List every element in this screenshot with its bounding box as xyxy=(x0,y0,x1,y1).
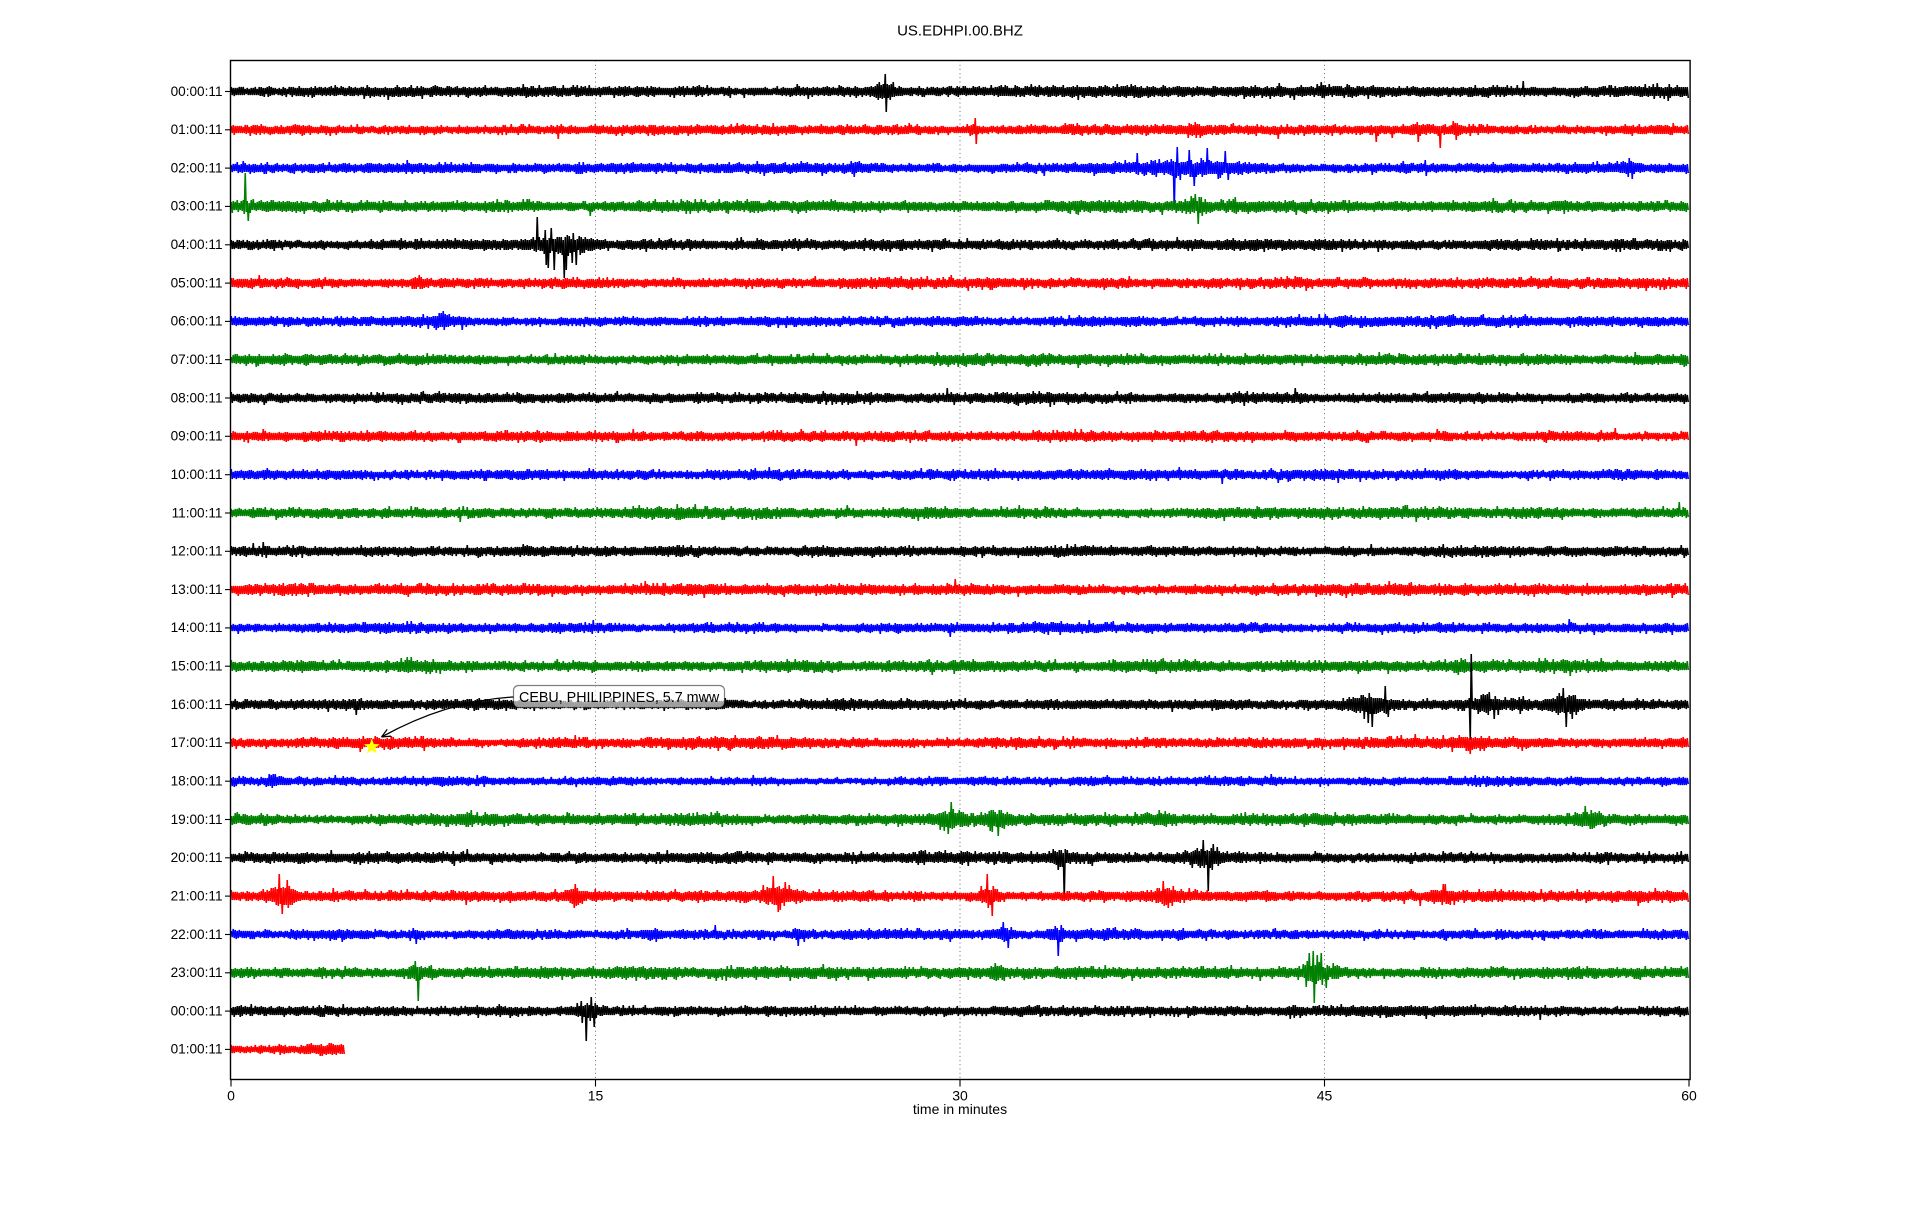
svg-text:14:00:11: 14:00:11 xyxy=(171,620,223,635)
svg-text:10:00:11: 10:00:11 xyxy=(171,467,223,482)
svg-text:13:00:11: 13:00:11 xyxy=(171,582,223,597)
svg-text:16:00:11: 16:00:11 xyxy=(171,697,223,712)
svg-text:20:00:11: 20:00:11 xyxy=(171,850,223,865)
svg-text:0: 0 xyxy=(227,1088,235,1104)
svg-text:45: 45 xyxy=(1317,1088,1333,1104)
svg-text:18:00:11: 18:00:11 xyxy=(171,774,223,789)
svg-text:01:00:11: 01:00:11 xyxy=(171,1042,223,1057)
svg-text:04:00:11: 04:00:11 xyxy=(171,237,223,252)
svg-text:01:00:11: 01:00:11 xyxy=(171,122,223,137)
svg-text:05:00:11: 05:00:11 xyxy=(171,275,223,290)
svg-text:08:00:11: 08:00:11 xyxy=(171,390,223,405)
svg-text:US.EDHPI.00.BHZ: US.EDHPI.00.BHZ xyxy=(897,23,1023,40)
svg-text:22:00:11: 22:00:11 xyxy=(171,927,223,942)
svg-text:time in minutes: time in minutes xyxy=(913,1101,1007,1117)
svg-text:09:00:11: 09:00:11 xyxy=(171,429,223,444)
svg-text:23:00:11: 23:00:11 xyxy=(171,965,223,980)
svg-text:15:00:11: 15:00:11 xyxy=(171,659,223,674)
svg-text:15: 15 xyxy=(588,1088,604,1104)
svg-text:19:00:11: 19:00:11 xyxy=(171,812,223,827)
svg-text:CEBU, PHILIPPINES, 5.7 mww: CEBU, PHILIPPINES, 5.7 mww xyxy=(519,690,720,706)
svg-text:00:00:11: 00:00:11 xyxy=(171,1003,223,1018)
svg-text:00:00:11: 00:00:11 xyxy=(171,84,223,99)
svg-text:07:00:11: 07:00:11 xyxy=(171,352,223,367)
svg-text:06:00:11: 06:00:11 xyxy=(171,314,223,329)
svg-text:03:00:11: 03:00:11 xyxy=(171,199,223,214)
svg-text:21:00:11: 21:00:11 xyxy=(171,888,223,903)
svg-text:60: 60 xyxy=(1681,1088,1697,1104)
svg-text:17:00:11: 17:00:11 xyxy=(171,735,223,750)
svg-text:11:00:11: 11:00:11 xyxy=(172,505,223,520)
svg-text:12:00:11: 12:00:11 xyxy=(171,544,223,559)
svg-text:02:00:11: 02:00:11 xyxy=(171,160,223,175)
svg-text:30: 30 xyxy=(952,1088,968,1104)
